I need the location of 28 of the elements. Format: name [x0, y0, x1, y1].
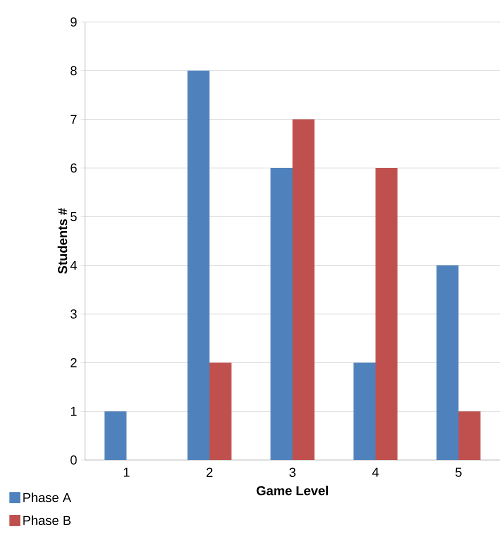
bar	[104, 411, 126, 460]
y-tick-label: 1	[71, 406, 77, 416]
y-tick-label: 3	[70, 309, 77, 319]
x-tick-label: 4	[372, 468, 379, 477]
x-axis-title: Game Level	[256, 486, 328, 496]
x-tick-label: 5	[455, 468, 462, 477]
x-tick-label: 2	[206, 468, 212, 477]
bar	[270, 168, 292, 460]
y-tick-label: 9	[70, 17, 77, 27]
x-tick-label: 1	[124, 468, 130, 477]
y-tick-label: 5	[70, 212, 77, 222]
y-tick-label: 6	[70, 163, 77, 173]
bar	[354, 362, 376, 460]
y-tick-label: 2	[70, 358, 77, 368]
y-axis-title: Students #	[58, 208, 68, 274]
y-tick-label: 0	[70, 455, 77, 465]
x-tick-label: 3	[289, 468, 296, 477]
bar	[188, 70, 210, 460]
bar	[458, 411, 480, 460]
legend-label: Phase A	[23, 492, 72, 502]
bar	[376, 168, 398, 460]
y-tick-label: 4	[70, 260, 77, 270]
y-tick-label: 8	[70, 66, 77, 76]
y-tick-label: 7	[70, 114, 77, 124]
bar	[436, 265, 458, 460]
bar	[292, 119, 314, 460]
bar	[210, 362, 232, 460]
legend-label: Phase B	[23, 516, 71, 526]
